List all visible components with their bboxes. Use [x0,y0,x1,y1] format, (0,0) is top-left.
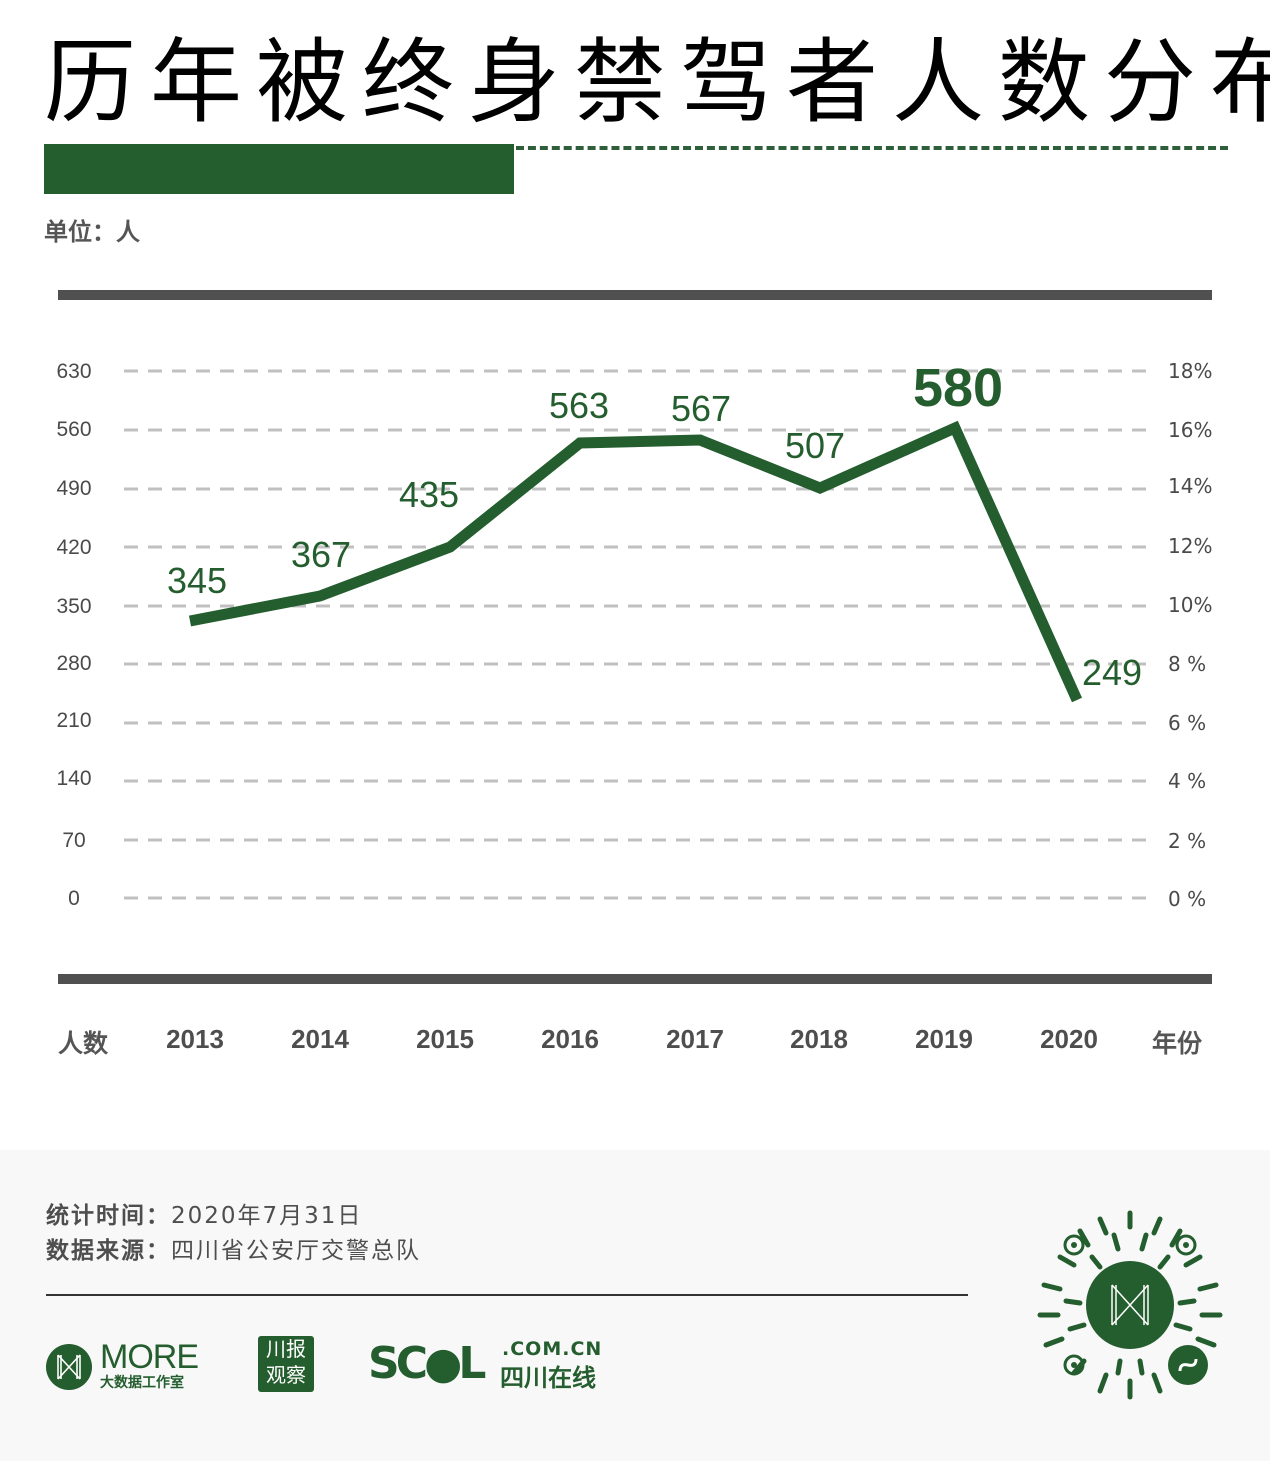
data-label-2013: 345 [166,560,228,601]
footer [0,1150,1270,1461]
x-tick: 2013 [166,1024,224,1054]
y-tick-right: 18% [1168,359,1213,383]
scol-logo: SC●L .COM.CN 四川在线 [368,1338,628,1392]
y-tick-left: 70 [62,829,86,852]
page-title: 历年被终身禁驾者人数分布 [44,29,1270,136]
x-tick: 2014 [291,1024,349,1054]
y-tick-left: 630 [56,360,92,383]
data-label-2019: 580 [912,358,1004,418]
data-line [188,420,1083,703]
more-logo-text: MORE [100,1338,199,1376]
y-tick-left: 490 [56,477,92,500]
line-chart [124,369,1150,900]
y-tick-right: 8 % [1168,652,1207,676]
gridlines [124,369,1150,900]
y-tick-right: 2 % [1168,829,1207,853]
stat-time: 统计时间：2020年7月31日 [46,1196,362,1230]
x-tick: 2019 [915,1024,973,1054]
y-tick-left: 210 [56,709,92,732]
y-tick-right: 10% [1168,593,1213,617]
y-tick-left: 0 [68,887,80,910]
chart-bottom-rule [58,974,1212,984]
data-label-2018: 507 [784,425,846,466]
more-logo: MORE 大数据工作室 [46,1338,206,1391]
y-tick-left: 420 [56,536,92,559]
data-source: 数据来源：四川省公安厅交警总队 [46,1231,421,1265]
y-tick-right: 4 % [1168,769,1207,793]
x-tick: 2015 [416,1024,474,1054]
chart-top-rule [58,290,1212,300]
y-axis-caption: 人数 [58,1029,109,1058]
x-tick: 2016 [541,1024,599,1054]
scol-logo-text: SC●L [368,1338,486,1389]
data-label-2015: 435 [398,474,460,515]
y-tick-right: 16% [1168,418,1213,442]
more-logo-icon [46,1344,92,1390]
y-tick-left: 560 [56,418,92,441]
title-accent-bar [44,144,514,194]
y-tick-left: 280 [56,652,92,675]
y-tick-right: 6 % [1168,711,1207,735]
chuanbao-logo: 川报 观察 [258,1336,314,1392]
y-tick-right: 0 % [1168,887,1207,911]
title-dashed-divider [516,146,1228,150]
x-tick: 2020 [1040,1024,1098,1054]
footer-divider [46,1294,968,1296]
more-logo-subtext: 大数据工作室 [100,1375,184,1391]
x-tick: 2018 [790,1024,848,1054]
scol-logo-domain: .COM.CN [502,1338,603,1360]
x-axis-caption: 年份 [1152,1029,1203,1058]
data-label-2014: 367 [290,534,352,575]
y-tick-right: 12% [1168,534,1213,558]
y-tick-left: 140 [56,767,92,790]
data-label-2020: 249 [1081,652,1143,693]
chuanbao-line1: 川报 [266,1337,306,1361]
chuanbao-line2: 观察 [266,1363,306,1387]
data-source-value: 四川省公安厅交警总队 [171,1238,421,1264]
mini-program-qr-code-icon [1037,1210,1223,1400]
data-label-2017: 567 [670,388,732,429]
y-tick-left: 350 [56,595,92,618]
stat-time-value: 2020年7月31日 [171,1203,363,1229]
data-source-label: 数据来源： [46,1238,171,1264]
y-tick-right: 14% [1168,474,1213,498]
x-tick: 2017 [666,1024,724,1054]
data-label-2016: 563 [548,385,610,426]
stat-time-label: 统计时间： [46,1203,171,1229]
unit-label: 单位：人 [44,218,140,246]
scol-logo-cn: 四川在线 [500,1364,596,1392]
